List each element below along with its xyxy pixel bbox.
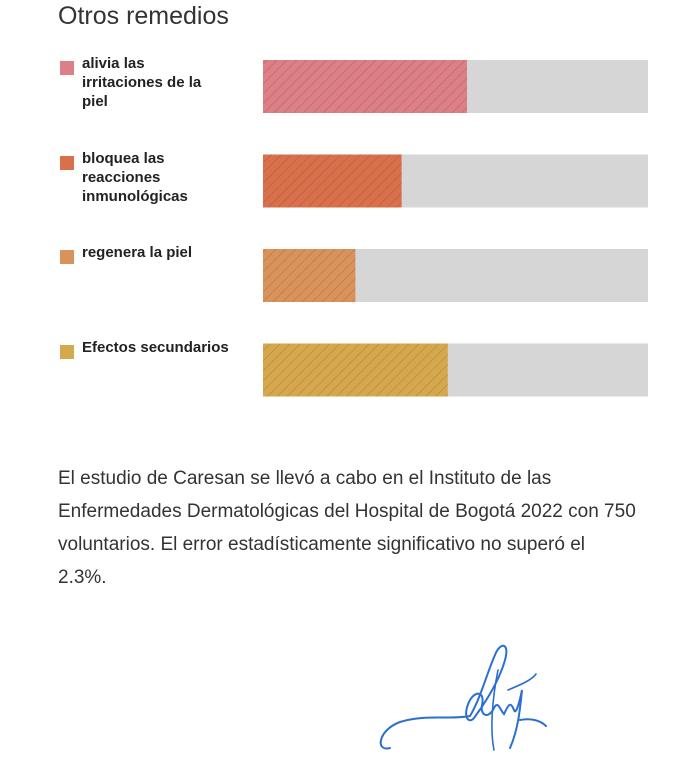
legend-swatch <box>60 344 74 359</box>
chart: Otros remedios alivia las irritaciones d… <box>58 2 648 397</box>
bar-hatch <box>263 343 448 397</box>
category-label: bloquea las reacciones inmunológicas <box>82 149 188 205</box>
bar-hatch <box>263 154 402 208</box>
signature <box>379 644 547 751</box>
legend-swatch <box>60 155 74 170</box>
chart-title: Otros remedios <box>58 2 229 30</box>
legend-swatch <box>60 61 74 75</box>
bars <box>263 60 648 397</box>
legend-swatch <box>60 250 74 264</box>
footnote: El estudio de Caresan se llevó a cabo en… <box>58 468 636 588</box>
category-label: alivia las irritaciones de la piel <box>82 55 202 110</box>
bar-hatch <box>263 60 468 113</box>
category-label: regenera la piel <box>82 244 193 261</box>
bar-hatch <box>263 249 356 302</box>
category-label: Efectos secundarios <box>82 338 229 356</box>
